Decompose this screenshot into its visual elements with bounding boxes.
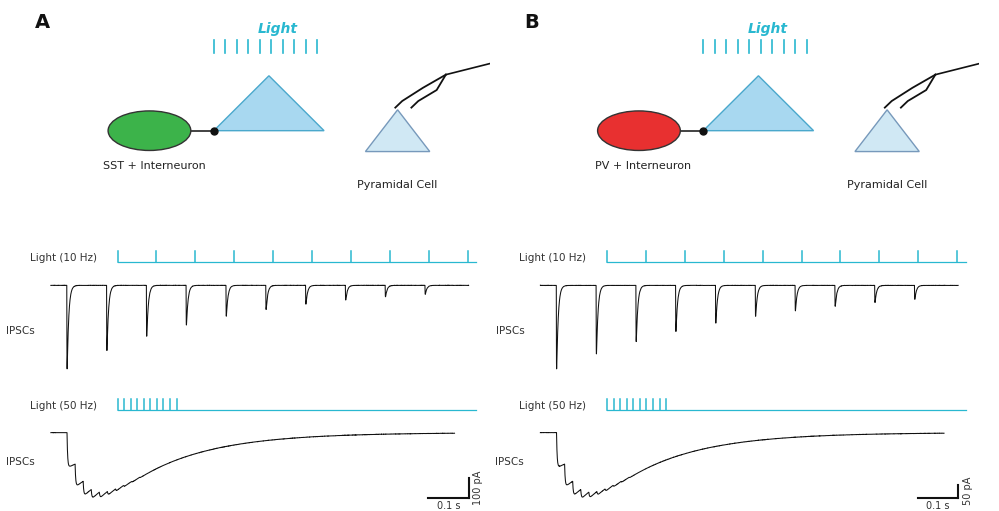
Polygon shape	[366, 110, 430, 152]
Circle shape	[597, 111, 680, 150]
Text: Light: Light	[258, 22, 298, 36]
Text: Light (50 Hz): Light (50 Hz)	[519, 401, 586, 411]
Text: IPSCs: IPSCs	[6, 457, 35, 467]
Text: Pyramidal Cell: Pyramidal Cell	[847, 180, 927, 190]
Text: 0.1 s: 0.1 s	[926, 501, 950, 511]
Text: IPSCs: IPSCs	[496, 327, 524, 336]
Text: SST + Interneuron: SST + Interneuron	[103, 161, 206, 172]
Polygon shape	[703, 76, 813, 131]
Text: IPSCs: IPSCs	[6, 327, 35, 336]
Text: 0.1 s: 0.1 s	[437, 501, 461, 511]
Text: B: B	[524, 13, 539, 32]
Text: 50 pA: 50 pA	[963, 477, 973, 505]
Text: PV + Interneuron: PV + Interneuron	[595, 161, 691, 172]
Polygon shape	[855, 110, 919, 152]
Circle shape	[108, 111, 191, 150]
Text: 100 pA: 100 pA	[474, 471, 484, 505]
Text: Light (10 Hz): Light (10 Hz)	[519, 252, 586, 263]
Text: A: A	[35, 13, 50, 32]
Text: IPSCs: IPSCs	[496, 457, 524, 467]
Text: Light (50 Hz): Light (50 Hz)	[30, 401, 97, 411]
Text: Light (10 Hz): Light (10 Hz)	[30, 252, 97, 263]
Text: Light: Light	[747, 22, 787, 36]
Polygon shape	[214, 76, 324, 131]
Text: Pyramidal Cell: Pyramidal Cell	[358, 180, 438, 190]
